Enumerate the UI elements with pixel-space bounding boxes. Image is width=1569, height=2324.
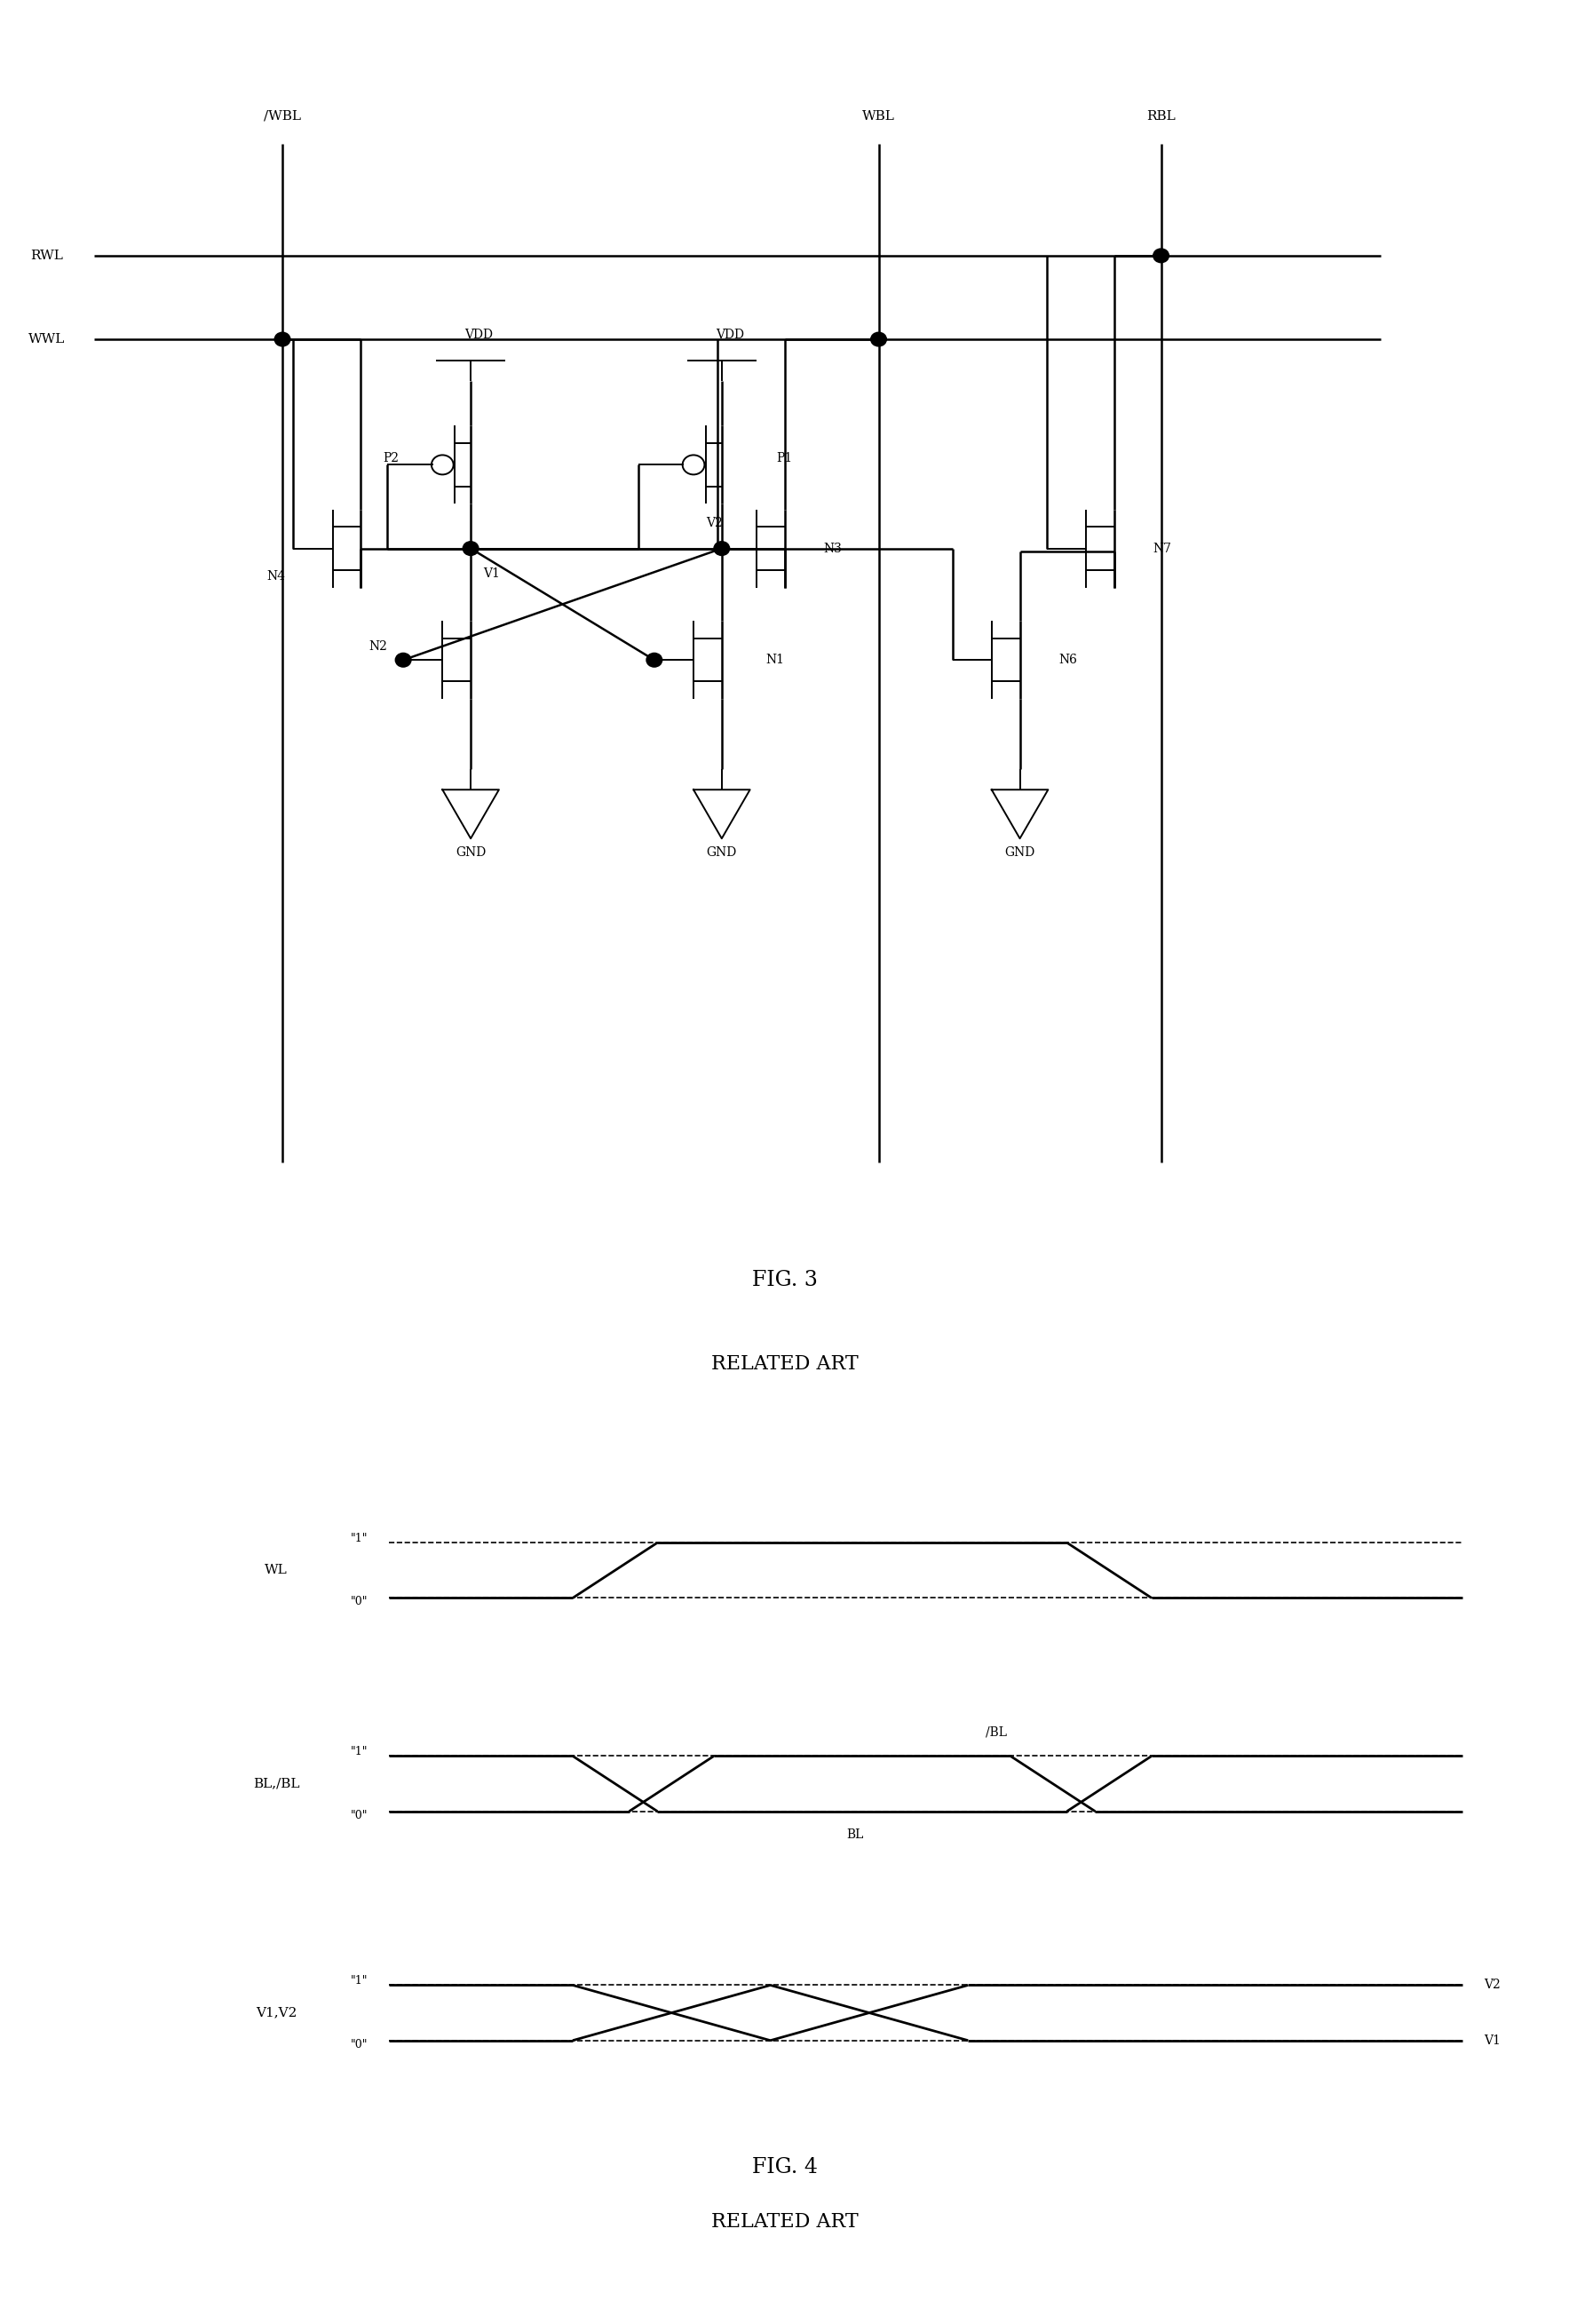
Text: /BL: /BL xyxy=(985,1727,1007,1738)
Text: "1": "1" xyxy=(350,1534,369,1545)
Text: RWL: RWL xyxy=(31,249,63,263)
Text: "0": "0" xyxy=(350,1810,369,1822)
Text: RELATED ART: RELATED ART xyxy=(711,2212,858,2231)
Circle shape xyxy=(646,653,662,667)
Text: WWL: WWL xyxy=(28,332,66,346)
Text: P1: P1 xyxy=(777,451,792,465)
Text: FIG. 4: FIG. 4 xyxy=(752,2157,817,2178)
Text: GND: GND xyxy=(706,846,737,858)
Text: N1: N1 xyxy=(766,653,784,667)
Circle shape xyxy=(463,541,479,555)
Text: P2: P2 xyxy=(383,451,399,465)
Text: GND: GND xyxy=(1004,846,1036,858)
Text: "1": "1" xyxy=(350,1975,369,1987)
Circle shape xyxy=(395,653,411,667)
Text: WL: WL xyxy=(265,1564,287,1576)
Text: BL,/BL: BL,/BL xyxy=(253,1778,300,1789)
Text: GND: GND xyxy=(455,846,486,858)
Text: V2: V2 xyxy=(1484,1980,1500,1992)
Text: VDD: VDD xyxy=(464,330,493,342)
Circle shape xyxy=(714,541,730,555)
Text: RBL: RBL xyxy=(1147,109,1175,123)
Circle shape xyxy=(1153,249,1169,263)
Text: "1": "1" xyxy=(350,1745,369,1757)
Text: V1: V1 xyxy=(483,567,501,579)
Text: "0": "0" xyxy=(350,2038,369,2050)
Text: N6: N6 xyxy=(1059,653,1078,667)
Text: /WBL: /WBL xyxy=(264,109,301,123)
Text: V1,V2: V1,V2 xyxy=(256,2006,297,2020)
Text: VDD: VDD xyxy=(715,330,744,342)
Text: V1: V1 xyxy=(1484,2034,1500,2047)
Text: RELATED ART: RELATED ART xyxy=(711,1355,858,1373)
Circle shape xyxy=(275,332,290,346)
Text: V2: V2 xyxy=(706,518,723,530)
Text: FIG. 3: FIG. 3 xyxy=(752,1271,817,1290)
Text: BL: BL xyxy=(847,1829,863,1841)
Text: N2: N2 xyxy=(369,639,388,653)
Text: N3: N3 xyxy=(824,541,843,555)
Circle shape xyxy=(871,332,886,346)
Text: "0": "0" xyxy=(350,1597,369,1608)
Text: WBL: WBL xyxy=(863,109,894,123)
Text: N7: N7 xyxy=(1153,541,1172,555)
Text: N4: N4 xyxy=(267,569,286,583)
